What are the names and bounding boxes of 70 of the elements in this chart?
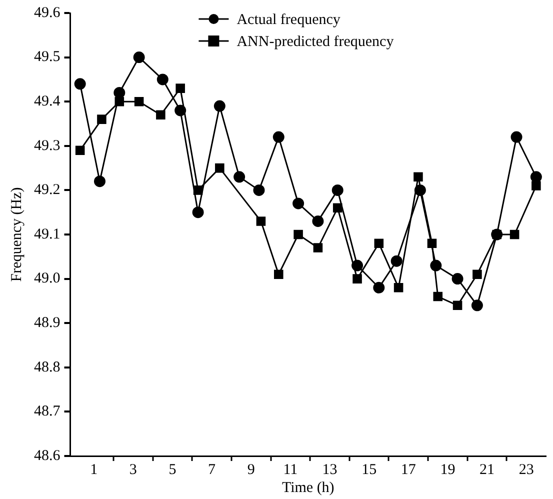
y-tick-label: 48.8 [34,359,60,376]
y-tick-label: 48.6 [34,448,61,464]
x-tick-label: 13 [322,462,338,478]
x-tick-label: 17 [400,462,416,478]
point [390,255,402,267]
point [215,163,224,173]
y-tick-label: 49.2 [34,182,60,198]
x-tick-label: 3 [129,462,137,478]
point [332,184,344,196]
point [192,206,204,218]
point [176,84,185,93]
point [414,184,426,196]
point [234,171,246,183]
y-axis-title: Frequency (Hz) [8,187,25,282]
point [430,260,442,272]
point [174,104,186,116]
point [272,131,284,143]
y-tick-label: 49.0 [34,270,60,287]
point [134,96,144,106]
point [253,184,265,196]
point [452,273,464,285]
point [472,270,482,280]
point [214,100,226,112]
point [530,171,542,183]
y-tick-label: 49.5 [34,49,60,66]
point [97,114,106,124]
x-tick-label: 5 [168,462,176,478]
point [471,300,483,312]
point [256,216,266,226]
point [352,274,362,284]
point [394,283,404,292]
point [510,131,522,143]
y-tick-label: 49.6 [34,4,61,21]
point [292,198,304,210]
y-tick-label: 49.4 [34,94,61,110]
x-tick-label: 1 [90,462,98,478]
point [352,260,364,272]
x-axis-title: Time (h) [282,480,334,496]
legend-label: Actual frequency [236,12,341,28]
point [433,292,443,302]
point [313,243,323,252]
point [74,78,86,90]
y-tick-label: 49.3 [34,138,60,154]
legend-label: ANN-predicted frequency [236,34,394,50]
point [532,181,541,190]
point [133,52,145,64]
point [373,282,385,294]
point [374,238,384,248]
point [452,300,462,310]
point [332,203,342,213]
y-tick-label: 49.1 [34,226,60,242]
x-tick-label: 23 [518,462,534,478]
x-tick-label: 9 [247,462,255,478]
point [114,86,126,98]
point [94,176,106,188]
x-tick-label: 7 [208,462,216,478]
y-tick-label: 48.9 [34,315,60,332]
point [294,230,303,240]
x-tick-label: 11 [283,462,298,478]
x-tick-label: 15 [362,462,377,478]
point [156,74,168,86]
point [274,270,284,280]
point [156,110,166,120]
point [312,215,324,227]
x-tick-label: 21 [480,462,495,478]
point [75,146,85,155]
x-tick-label: 19 [440,462,456,478]
point [510,230,520,240]
point [414,172,423,182]
y-tick-label: 48.7 [34,404,61,420]
